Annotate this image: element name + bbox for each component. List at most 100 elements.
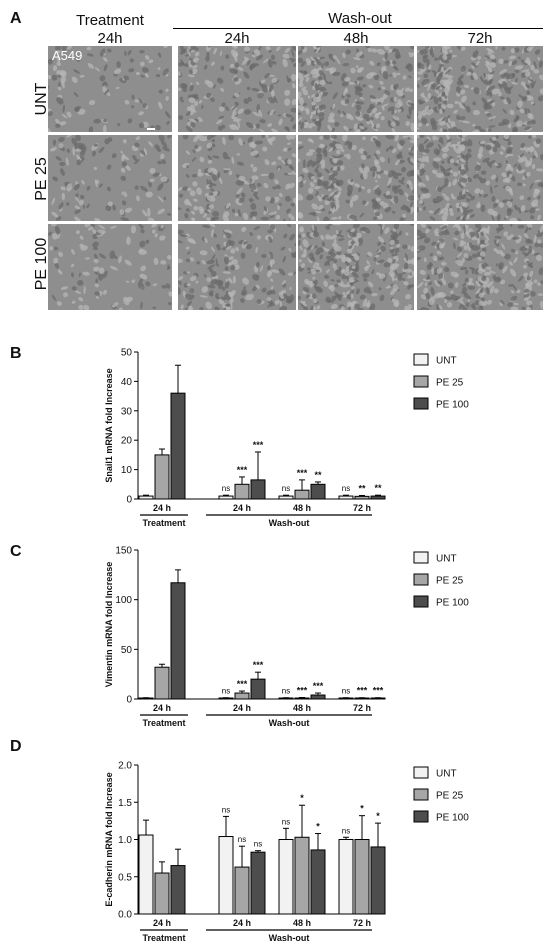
significance-label: ** bbox=[374, 483, 382, 493]
y-tick-label: 0 bbox=[126, 695, 132, 706]
bar-pe25 bbox=[154, 666, 170, 700]
significance-label: *** bbox=[357, 686, 368, 696]
significance-label: ns bbox=[342, 826, 350, 835]
bar-pe25 bbox=[294, 489, 310, 500]
micrograph-pe25-col4 bbox=[417, 135, 543, 221]
significance-label: ns bbox=[254, 840, 262, 849]
bar-pe100 bbox=[310, 849, 326, 915]
micrograph-pe100-col2 bbox=[178, 224, 296, 310]
chart-ecadherin: 0.0 0.5 1.0 1.5 2.0 E-cadherin mRNA fold Incr… bbox=[104, 761, 469, 944]
group-label-washout: Wash-out bbox=[269, 718, 310, 728]
bar-unt bbox=[218, 836, 234, 915]
bar-unt bbox=[138, 834, 154, 915]
cell-line-label: A549 bbox=[52, 48, 83, 63]
legend-label-unt: UNT bbox=[436, 356, 457, 367]
significance-label: *** bbox=[297, 686, 308, 696]
micrograph-pe100-col4 bbox=[417, 224, 543, 310]
significance-label: ns bbox=[342, 484, 350, 493]
category-label: 24 h bbox=[153, 703, 171, 713]
y-tick-label: 50 bbox=[121, 645, 133, 656]
legend-label-unt: UNT bbox=[436, 769, 457, 780]
washout-bracket bbox=[173, 28, 543, 29]
y-axis-label: Vimentin mRNA fold Increase bbox=[104, 562, 114, 688]
bar-pe25 bbox=[154, 872, 170, 915]
significance-label: *** bbox=[237, 465, 248, 475]
y-tick-label: 0.5 bbox=[118, 872, 132, 883]
significance-label: * bbox=[316, 822, 320, 832]
significance-label: ns bbox=[342, 687, 350, 696]
bar-pe25 bbox=[154, 454, 170, 500]
significance-label: * bbox=[360, 804, 364, 814]
micrograph-pe100-col1 bbox=[48, 224, 172, 310]
significance-label: *** bbox=[297, 468, 308, 478]
category-label: 72 h bbox=[353, 503, 371, 513]
category-label: 48 h bbox=[293, 703, 311, 713]
panel-letter-d: D bbox=[10, 738, 22, 755]
bar-pe25 bbox=[294, 697, 310, 700]
bar-pe25 bbox=[294, 836, 310, 915]
significance-label: ns bbox=[222, 805, 230, 814]
legend-label-unt: UNT bbox=[436, 554, 457, 565]
bar-pe100 bbox=[170, 392, 186, 500]
significance-label: ns bbox=[222, 687, 230, 696]
significance-label: *** bbox=[237, 679, 248, 689]
micrograph-unt-col3 bbox=[298, 46, 414, 132]
bar-pe25 bbox=[234, 692, 250, 700]
group-label-treatment: Treatment bbox=[142, 518, 185, 528]
legend-swatch-unt bbox=[413, 551, 429, 564]
group-label-washout: Wash-out bbox=[269, 933, 310, 943]
y-tick-label: 20 bbox=[121, 436, 133, 447]
bar-pe25 bbox=[234, 483, 250, 500]
y-tick-label: 150 bbox=[115, 546, 132, 557]
significance-label: *** bbox=[253, 440, 264, 450]
legend-swatch-pe25 bbox=[413, 573, 429, 586]
bar-unt bbox=[338, 495, 354, 500]
significance-label: ** bbox=[358, 483, 366, 493]
significance-label: ** bbox=[314, 470, 322, 480]
significance-label: *** bbox=[253, 660, 264, 670]
category-label: 24 h bbox=[153, 503, 171, 513]
significance-label: *** bbox=[313, 681, 324, 691]
y-tick-label: 0.0 bbox=[118, 910, 132, 921]
significance-label: ns bbox=[222, 484, 230, 493]
y-tick-label: 100 bbox=[115, 595, 132, 606]
panel-letter-c: C bbox=[10, 543, 22, 560]
legend-label-pe25: PE 25 bbox=[436, 576, 464, 587]
group-label-washout: Wash-out bbox=[328, 10, 392, 27]
bar-pe100 bbox=[310, 694, 326, 700]
y-tick-label: 10 bbox=[121, 465, 133, 476]
legend-swatch-unt bbox=[413, 353, 429, 366]
bar-pe100 bbox=[170, 582, 186, 700]
micrograph-unt-col2 bbox=[178, 46, 296, 132]
category-label: 24 h bbox=[153, 918, 171, 928]
significance-label: ns bbox=[282, 687, 290, 696]
micrograph-pe100-col3 bbox=[298, 224, 414, 310]
chart-snail1: 0 10 20 30 40 50 Snail1 mRNA fold Increase 24 h… bbox=[104, 348, 469, 529]
group-label-treatment: Treatment bbox=[142, 718, 185, 728]
category-label: 48 h bbox=[293, 918, 311, 928]
micrograph-unt-col1: A549 bbox=[48, 46, 172, 132]
y-tick-label: 40 bbox=[121, 377, 133, 388]
y-axis-label: Snail1 mRNA fold Increase bbox=[104, 368, 114, 482]
legend-label-pe100: PE 100 bbox=[436, 400, 469, 411]
micrograph-pe25-col3 bbox=[298, 135, 414, 221]
legend-swatch-pe25 bbox=[413, 375, 429, 388]
legend-label-pe25: PE 25 bbox=[436, 791, 464, 802]
category-label: 24 h bbox=[233, 503, 251, 513]
bar-pe100 bbox=[170, 865, 186, 915]
legend-swatch-pe100 bbox=[413, 810, 429, 823]
legend-swatch-pe25 bbox=[413, 788, 429, 801]
significance-label: ns bbox=[282, 817, 290, 826]
bar-unt bbox=[218, 495, 234, 500]
bar-pe100 bbox=[310, 483, 326, 500]
bar-pe25 bbox=[354, 839, 370, 915]
col-label-washout-24h: 24h bbox=[224, 30, 250, 47]
y-tick-label: 2.0 bbox=[118, 761, 132, 772]
y-tick-label: 1.0 bbox=[118, 835, 132, 846]
bar-unt bbox=[278, 495, 294, 500]
group-label-washout: Wash-out bbox=[269, 518, 310, 528]
col-label-washout-72h: 72h bbox=[467, 30, 493, 47]
col-label-washout-48h: 48h bbox=[343, 30, 369, 47]
bar-pe25 bbox=[234, 866, 250, 915]
